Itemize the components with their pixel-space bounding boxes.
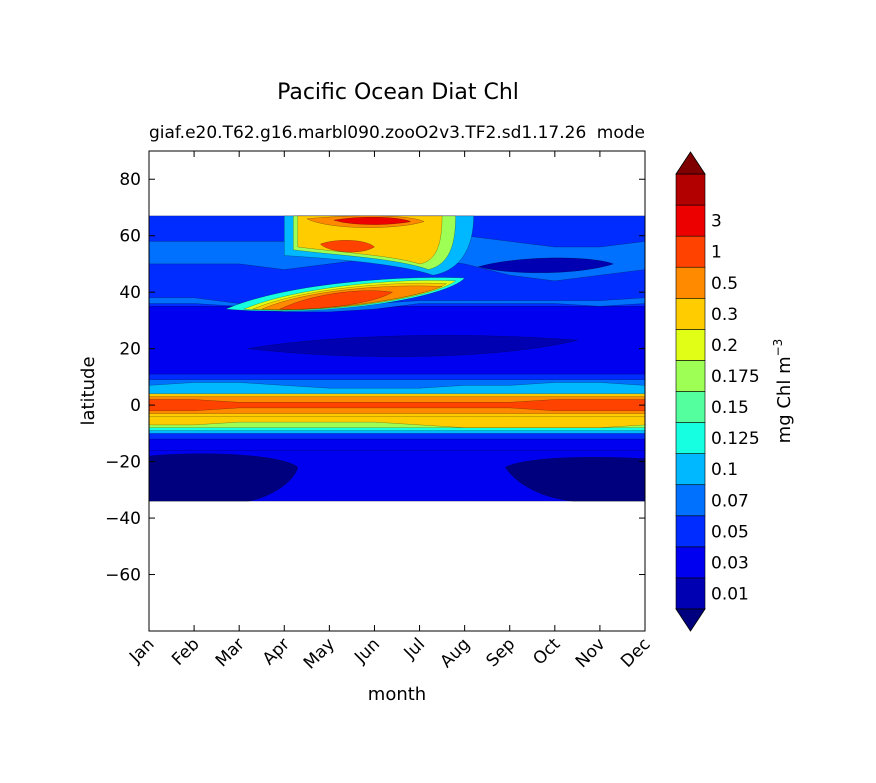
- x-tick-label: Oct: [529, 634, 564, 669]
- colorbar-tick-label: 0.01: [711, 584, 749, 604]
- field-bloom-max: [279, 290, 394, 310]
- colorbar-tick-label: 0.03: [711, 553, 749, 573]
- colorbar-tick-label: 0.175: [711, 367, 760, 387]
- y-axis-label: latitude: [78, 356, 99, 425]
- y-tick-label: −60: [105, 566, 141, 586]
- colorbar-segment: [675, 266, 706, 299]
- x-tick-label: Nov: [572, 634, 610, 672]
- colorbar-label-sup: −3: [771, 339, 785, 357]
- colorbar-segment: [675, 577, 706, 610]
- x-tick-label: May: [300, 634, 339, 673]
- x-tick-label: Feb: [168, 634, 203, 669]
- colorbar-segment: [675, 484, 706, 517]
- field-hl-mid-max: [319, 240, 375, 253]
- field-hl-top-max: [333, 216, 412, 225]
- y-tick-label: 0: [130, 396, 141, 416]
- colorbar-segment: [675, 515, 706, 548]
- field-north-low: [477, 257, 615, 273]
- colorbar-segment: [675, 360, 706, 392]
- plot-area: [149, 215, 645, 502]
- colorbar-label-main: mg Chl m: [774, 356, 795, 443]
- contour-field: [149, 215, 645, 502]
- x-tick-label: Jun: [350, 634, 384, 668]
- y-tick-label: −20: [105, 453, 141, 473]
- colorbar-tick-label: 0.5: [711, 274, 738, 294]
- y-tick-label: −40: [105, 509, 141, 529]
- field-south-low-early: [149, 453, 299, 502]
- colorbar-tick-label: 0.1: [711, 460, 738, 480]
- x-tick-label: Aug: [437, 634, 475, 672]
- field-hl-3: [297, 215, 443, 265]
- colorbar-segment: [675, 391, 706, 423]
- field-north-gyre: [248, 335, 578, 357]
- field-south-low-late: [504, 456, 645, 502]
- y-tick-label: 80: [119, 170, 141, 190]
- x-tick-label: Jan: [125, 634, 158, 667]
- x-tick-label: Dec: [617, 634, 654, 671]
- plot-frame: [148, 150, 646, 632]
- colorbar-label: mg Chl m−3: [771, 339, 795, 444]
- x-tick-label: Mar: [212, 634, 249, 671]
- chart-subtitle-left: giaf.e20.T62.g16.marbl090.zooO2v3.TF2.sd…: [149, 123, 586, 143]
- colorbar-segment: [675, 204, 706, 237]
- x-tick-label: Jul: [400, 634, 429, 663]
- colorbar-tick-label: 0.2: [711, 336, 738, 356]
- x-tick-label: Apr: [259, 634, 294, 669]
- chart-title: Pacific Ocean Diat Chl: [277, 80, 519, 105]
- field-eq-max: [149, 399, 645, 411]
- colorbar-tick-label: 0.15: [711, 398, 749, 418]
- colorbar-segment: [675, 546, 706, 579]
- field-south-mid: [149, 450, 645, 502]
- y-tick-label: 60: [119, 227, 141, 247]
- colorbar-segment: [675, 453, 706, 486]
- chart-subtitle-right: mode: [597, 123, 645, 143]
- colorbar-segment: [675, 297, 706, 330]
- colorbar-tick-label: 3: [711, 212, 722, 232]
- colorbar-tick-label: 0.3: [711, 305, 738, 325]
- colorbar-tick-label: 0.125: [711, 429, 760, 449]
- colorbar-tick-label: 0.05: [711, 522, 749, 542]
- x-axis-label: month: [368, 684, 426, 705]
- colorbar-segment: [675, 422, 706, 454]
- colorbar-segment: [675, 173, 706, 206]
- colorbar-segment: [675, 235, 706, 268]
- y-axis: 80 60 40 20 0 −20 −40 −60: [105, 170, 645, 586]
- x-tick-label: Sep: [482, 634, 519, 671]
- y-tick-label: 20: [119, 340, 141, 360]
- colorbar-segment: [675, 329, 706, 361]
- colorbar-extend-high: [675, 151, 706, 175]
- colorbar-tick-label: 1: [711, 243, 722, 263]
- y-tick-label: 40: [119, 283, 141, 303]
- colorbar: 0.01 0.03 0.05 0.07 0.1 0.125 0.15 0.175 0.2 0.3 0…: [675, 151, 760, 632]
- colorbar-tick-label: 0.07: [711, 491, 749, 511]
- colorbar-extend-low: [675, 608, 706, 632]
